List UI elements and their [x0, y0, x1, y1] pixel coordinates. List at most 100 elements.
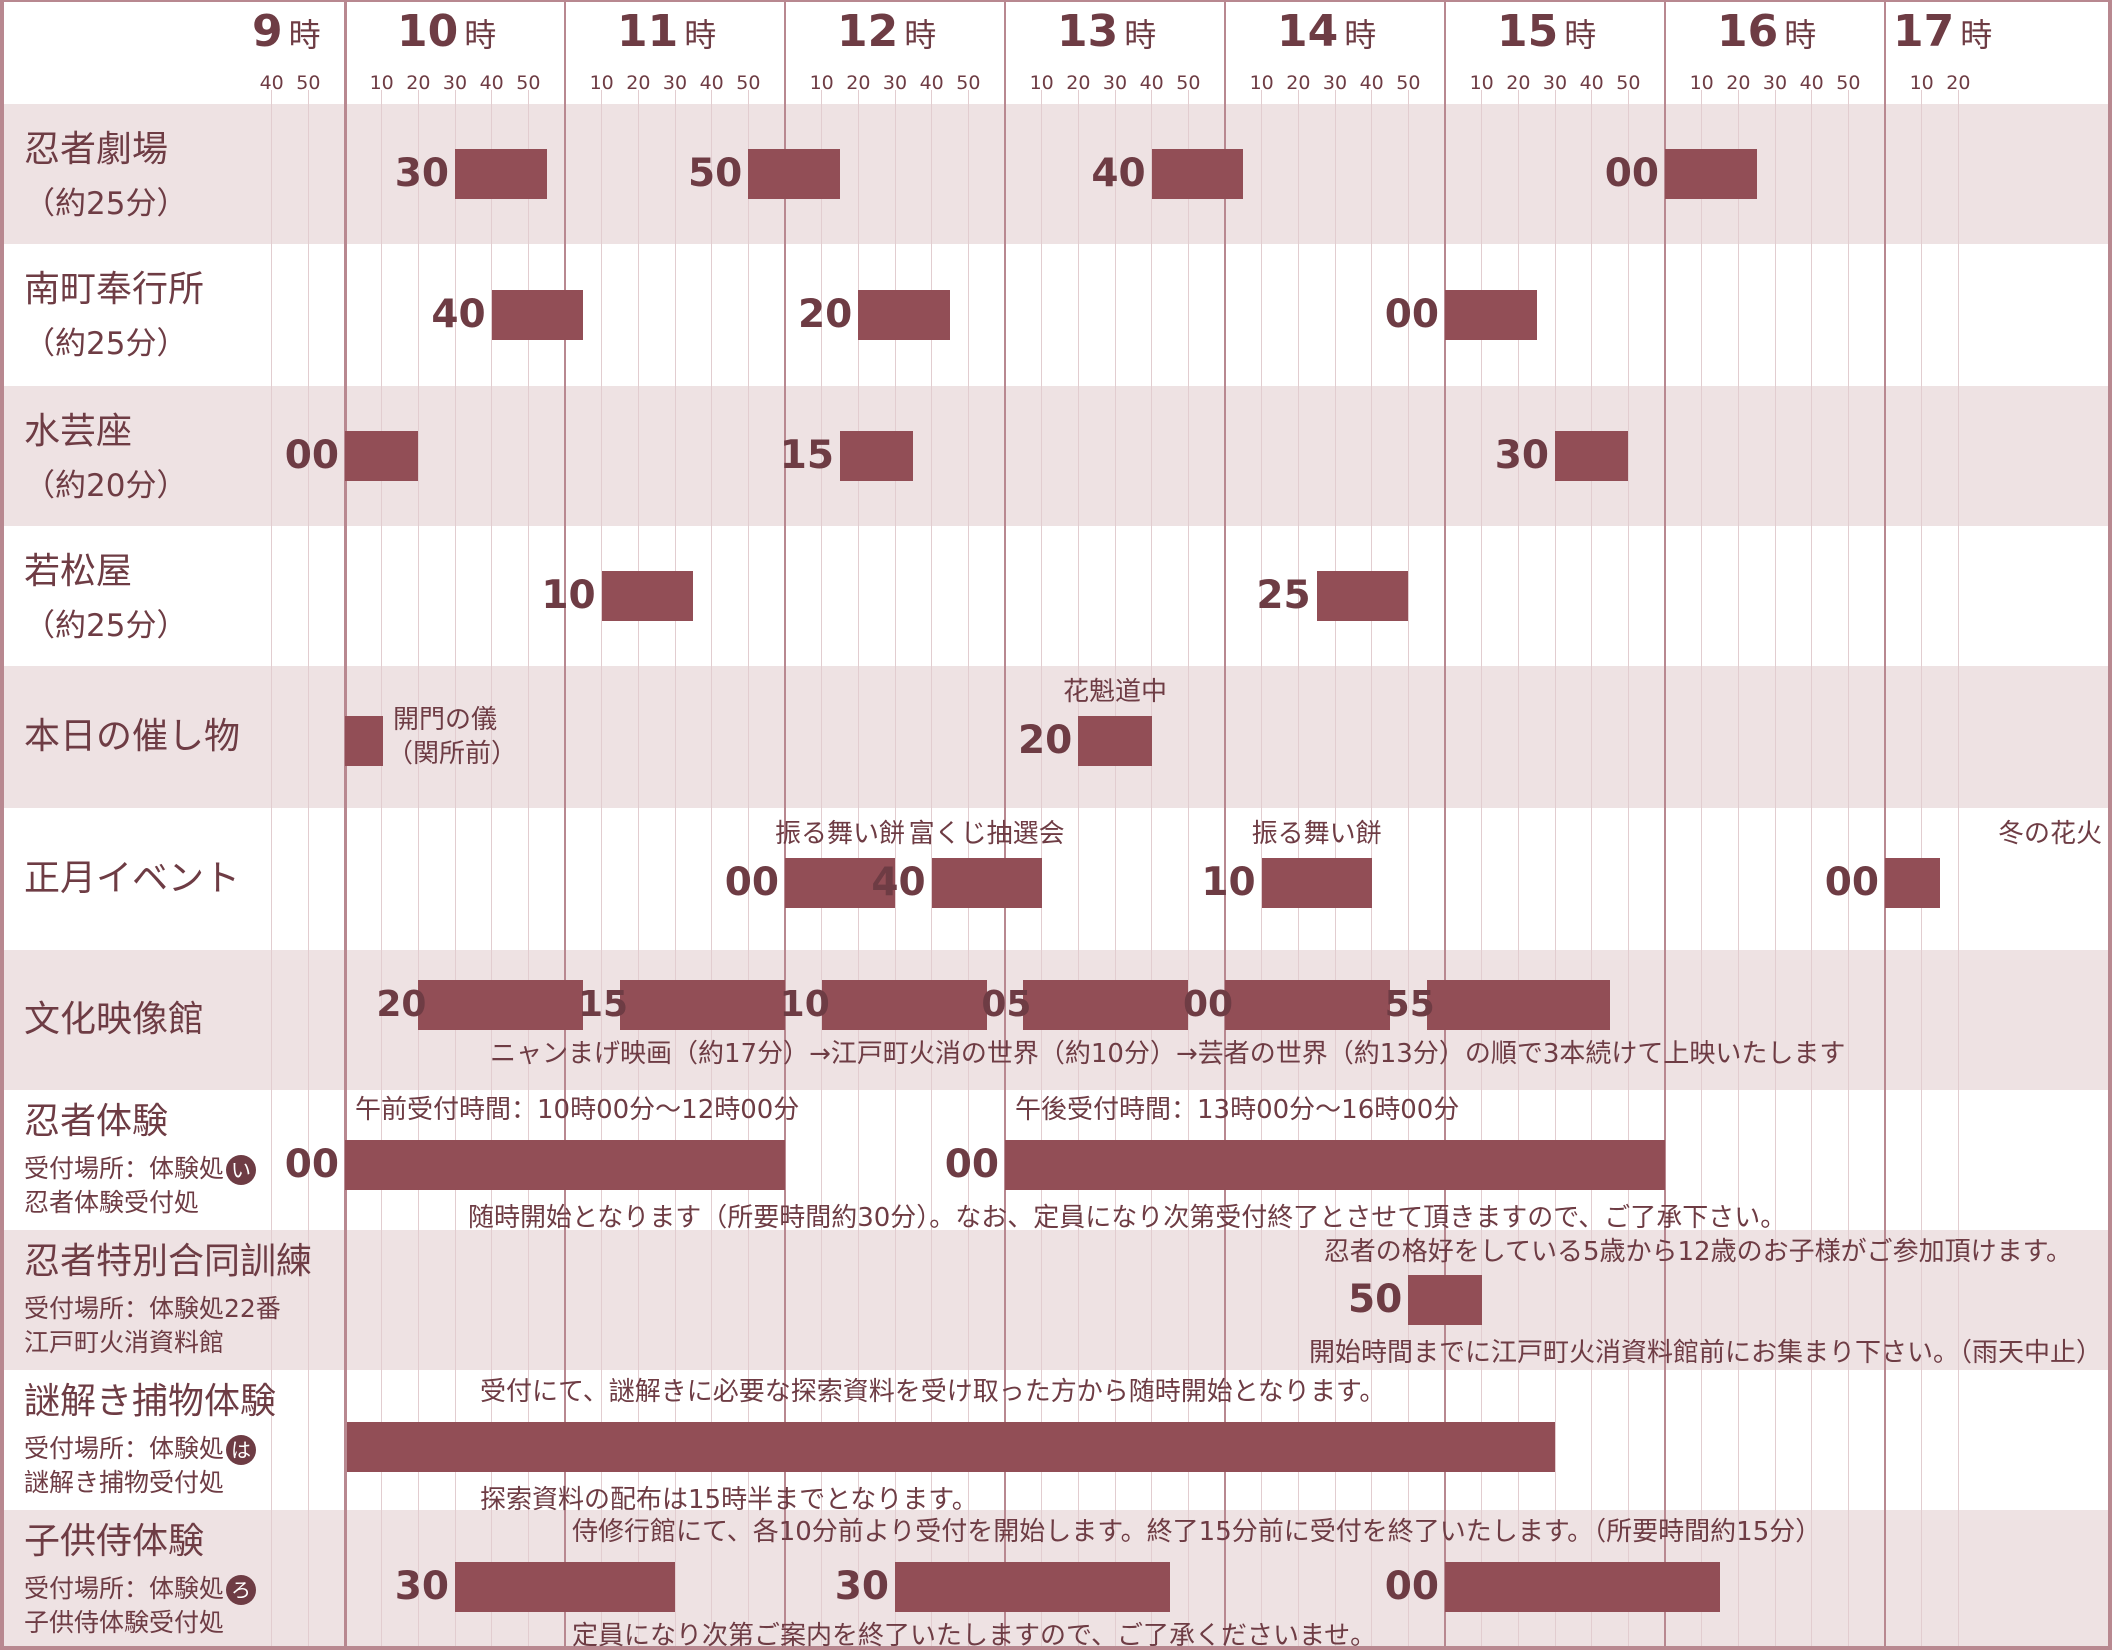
minute-tick-label: 20 — [1286, 72, 1311, 94]
event-note: 開門の儀 — [393, 705, 498, 735]
row-title: 本日の催し物 — [24, 716, 241, 757]
row-reception-detail: 江戸町火消資料館 — [24, 1328, 225, 1357]
row-duration: （約20分） — [24, 468, 188, 504]
schedule-bar — [821, 980, 987, 1030]
schedule-bar — [418, 980, 584, 1030]
row-band — [0, 1230, 2112, 1370]
hour-suffix: 時 — [1564, 16, 1597, 54]
start-minute-label: 30 — [394, 151, 449, 196]
reception-text: 受付場所：体験処 — [24, 1154, 225, 1183]
minor-gridline — [1517, 90, 1519, 1650]
minor-gridline — [491, 90, 493, 1650]
schedule-bar — [1555, 431, 1629, 481]
minor-gridline — [417, 90, 419, 1650]
minute-tick-label: 20 — [846, 72, 871, 94]
minute-tick-label: 50 — [296, 72, 321, 94]
hour-number: 11 — [617, 6, 679, 57]
header-top-border — [0, 0, 2112, 2]
schedule-bar — [1023, 980, 1189, 1030]
hour-number: 16 — [1717, 6, 1779, 57]
start-minute-label: 00 — [724, 860, 779, 905]
minute-tick-label: 50 — [736, 72, 761, 94]
minor-gridline — [454, 90, 456, 1650]
row-title: 若松屋 — [24, 551, 133, 592]
minor-gridline — [1737, 90, 1739, 1650]
minute-tick-label: 30 — [1542, 72, 1568, 94]
start-minute-label: 00 — [1183, 984, 1234, 1025]
schedule-bar — [858, 290, 950, 340]
start-minute-label: 20 — [798, 292, 853, 337]
minor-gridline — [307, 90, 309, 1650]
minute-tick-label: 40 — [1359, 72, 1384, 94]
schedule-bar — [1316, 571, 1409, 621]
schedule-bar — [1426, 980, 1610, 1030]
hour-number: 12 — [837, 6, 899, 57]
schedule-bar — [1885, 858, 1940, 908]
minor-gridline — [1554, 90, 1556, 1650]
row-note: 定員になり次第ご案内を終了いたしますので、ご了承くださいませ。 — [572, 1621, 1377, 1651]
schedule-bar — [1665, 149, 1757, 199]
hour-label: 11 時 — [617, 6, 716, 57]
schedule-bar — [1445, 1562, 1720, 1612]
minute-tick-label: 50 — [1836, 72, 1861, 94]
start-minute-label: 00 — [944, 1142, 999, 1187]
minute-tick-label: 10 — [1909, 72, 1934, 94]
minute-tick-label: 10 — [1249, 72, 1274, 94]
row-title: 謎解き捕物体験 — [24, 1381, 277, 1422]
schedule-bar — [345, 716, 383, 766]
hour-number: 17 — [1893, 6, 1955, 57]
reception-text: 受付場所：体験処22番 — [24, 1294, 281, 1323]
schedule-bar — [1078, 716, 1152, 766]
start-minute-label: 30 — [1494, 433, 1549, 478]
hour-suffix: 時 — [1344, 16, 1377, 54]
minor-gridline — [1151, 90, 1153, 1650]
row-duration: （約25分） — [24, 608, 188, 644]
schedule-bar — [491, 290, 584, 340]
minor-gridline — [1371, 90, 1373, 1650]
minute-tick-label: 40 — [259, 72, 284, 94]
minor-gridline — [1811, 90, 1813, 1650]
start-minute-label: 20 — [376, 984, 427, 1025]
hour-suffix: 時 — [288, 16, 321, 54]
minor-gridline — [1591, 90, 1593, 1650]
minor-gridline — [1481, 90, 1483, 1650]
row-title: 南町奉行所 — [24, 269, 205, 310]
start-minute-label: 50 — [1348, 1277, 1403, 1322]
schedule-bar — [601, 571, 694, 621]
start-minute-label: 30 — [834, 1564, 889, 1609]
minute-tick-label: 30 — [1102, 72, 1128, 94]
event-note-place: （関所前） — [387, 739, 518, 769]
start-minute-label: 00 — [284, 1142, 339, 1187]
schedule-bar — [1445, 290, 1537, 340]
row-band — [0, 808, 2112, 950]
reception-text: 受付場所：体験処 — [24, 1574, 225, 1603]
event-title: 富くじ抽選会 — [908, 819, 1065, 849]
schedule-bar — [1261, 858, 1372, 908]
hour-number: 14 — [1277, 6, 1339, 57]
minor-gridline — [1114, 90, 1116, 1650]
start-minute-label: 10 — [1201, 860, 1256, 905]
row-title: 忍者体験 — [24, 1101, 169, 1142]
hour-suffix: 時 — [684, 16, 717, 54]
minute-tick-label: 20 — [1066, 72, 1091, 94]
hour-label: 13 時 — [1057, 6, 1156, 57]
minor-gridline — [1077, 90, 1079, 1650]
minute-tick-label: 10 — [589, 72, 614, 94]
frame-bottom — [0, 1646, 2112, 1650]
schedule-bar — [931, 858, 1042, 908]
start-minute-label: 00 — [1604, 151, 1659, 196]
minute-tick-label: 30 — [442, 72, 468, 94]
schedule-bar — [345, 1140, 785, 1190]
reception-mark-badge: は — [226, 1435, 257, 1465]
hour-number: 10 — [397, 6, 459, 57]
minute-tick-label: 40 — [1579, 72, 1604, 94]
event-title: 冬の花火 — [1997, 819, 2102, 849]
hour-label: 17 時 — [1893, 6, 1992, 57]
row-reception-detail: 子供侍体験受付処 — [24, 1608, 225, 1637]
minor-gridline — [674, 90, 676, 1650]
hour-suffix: 時 — [1960, 16, 1993, 54]
row-reception-place: 受付場所：体験処22番 — [24, 1292, 281, 1325]
minor-gridline — [1187, 90, 1189, 1650]
hour-label: 12 時 — [837, 6, 936, 57]
